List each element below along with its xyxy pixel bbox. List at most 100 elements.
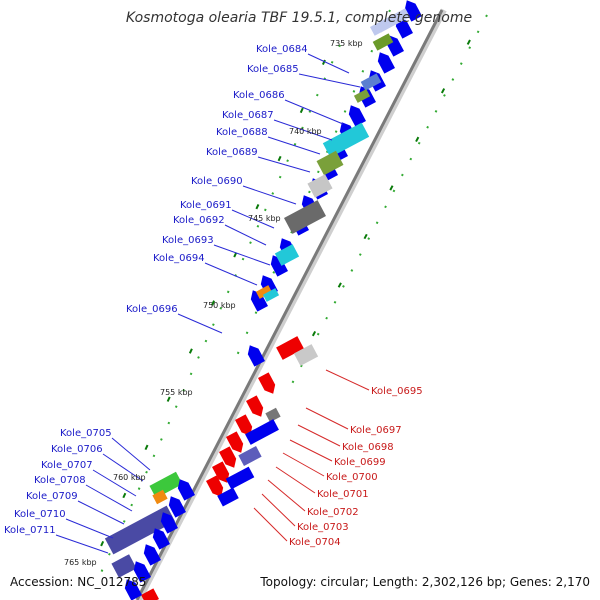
reverse-gene-label: Kole_0697: [350, 425, 402, 436]
leader-line-layer: [55, 53, 370, 554]
forward-gene-label: Kole_0689: [206, 147, 258, 158]
reverse-gene-leader: [282, 452, 325, 477]
forward-gene-leader: [111, 437, 151, 471]
forward-gene-leader: [307, 53, 350, 74]
gene-block-cyan: [274, 244, 300, 266]
forward-gene-arrow: [348, 105, 366, 127]
gene-block-blue: [245, 419, 279, 445]
gene-layer: [104, 0, 422, 600]
forward-gene-arrow: [152, 528, 170, 550]
gene-block-grey: [307, 174, 333, 198]
forward-gene-leader: [92, 469, 137, 497]
reverse-gene-label: Kole_0702: [307, 507, 359, 518]
kbp-label: 745 kbp: [248, 214, 281, 223]
forward-gene-label: Kole_0708: [34, 475, 86, 486]
gene-block-orange: [152, 489, 168, 505]
gene-block-indigo: [104, 505, 176, 555]
forward-gene-label: Kole_0688: [216, 127, 268, 138]
reverse-gene-leader: [267, 479, 306, 512]
forward-gene-arrow: [177, 479, 195, 501]
forward-gene-label: Kole_0711: [4, 525, 56, 536]
reverse-gene-leader: [325, 369, 370, 391]
forward-gene-leader: [257, 156, 311, 173]
forward-gene-label: Kole_0691: [180, 200, 232, 211]
gene-block-blue: [217, 487, 239, 507]
kbp-label: 765 kbp: [64, 558, 97, 567]
label-layer: 735 kbp 740 kbp 745 kbp 750 kbp 755 kbp 760 k…: [4, 39, 423, 567]
gene-block-olive: [316, 150, 344, 176]
forward-gene-leader: [231, 209, 275, 229]
gene-block-cyan: [262, 288, 280, 302]
reverse-gene-block: [276, 336, 304, 360]
kbp-label: 750 kbp: [203, 301, 236, 310]
reverse-gene-leader: [261, 493, 296, 527]
reverse-gene-leader: [305, 407, 349, 430]
tick-layer: [89, 9, 488, 576]
forward-gene-arrow: [143, 544, 161, 566]
forward-gene-leader: [102, 453, 144, 482]
forward-gene-label: Kole_0693: [162, 235, 214, 246]
backbone-layer: [135, 8, 447, 600]
forward-gene-arrow: [270, 255, 288, 277]
forward-gene-label: Kole_0710: [14, 509, 66, 520]
reverse-gene-block: [141, 588, 159, 600]
forward-gene-label: Kole_0684: [256, 44, 308, 55]
accession-text: Accession: NC_012785: [10, 575, 146, 589]
kbp-label: 740 kbp: [289, 127, 322, 136]
forward-gene-arrow: [160, 512, 178, 534]
backbone-shadow: [136, 8, 447, 600]
reverse-gene-arrow: [219, 446, 237, 468]
forward-gene-leader: [298, 73, 361, 88]
reverse-gene-leader: [297, 424, 341, 447]
reverse-gene-arrow: [212, 461, 230, 483]
forward-gene-arrow: [377, 52, 395, 74]
forward-gene-label: Kole_0706: [51, 444, 103, 455]
forward-gene-label: Kole_0690: [191, 176, 243, 187]
reverse-gene-leader: [289, 439, 333, 462]
reverse-gene-arrow: [226, 431, 244, 453]
gene-block-steel: [360, 73, 382, 91]
forward-gene-label: Kole_0696: [126, 304, 178, 315]
forward-gene-leader: [177, 313, 223, 334]
forward-gene-arrow: [168, 496, 186, 518]
forward-gene-arrow: [133, 561, 151, 583]
gene-block-olive: [372, 33, 394, 51]
forward-gene-leader: [267, 136, 321, 155]
forward-gene-label: Kole_0692: [173, 215, 225, 226]
forward-gene-leader: [55, 534, 109, 554]
gene-block-green: [149, 471, 183, 499]
gene-block-blue: [225, 466, 255, 490]
forward-gene-leader: [224, 224, 267, 246]
forward-gene-label: Kole_0687: [222, 110, 274, 121]
outer-major-tick-track: [299, 39, 471, 361]
kbp-label: 755 kbp: [160, 388, 193, 397]
forward-gene-leader: [273, 119, 333, 141]
forward-gene-label: Kole_0686: [233, 90, 285, 101]
gene-block-indigo: [238, 446, 262, 466]
genome-backbone: [135, 9, 444, 600]
forward-gene-label: Kole_0709: [26, 491, 78, 502]
kbp-label: 735 kbp: [330, 39, 363, 48]
gene-block-darkgrey: [283, 200, 327, 234]
reverse-gene-label: Kole_0701: [317, 489, 369, 500]
forward-gene-leader: [213, 244, 271, 266]
reverse-gene-arrow: [258, 372, 276, 394]
reverse-gene-leader: [253, 507, 288, 542]
forward-gene-leader: [242, 185, 297, 205]
summary-text: Topology: circular; Length: 2,302,126 bp…: [259, 575, 590, 589]
reverse-gene-arrow: [235, 414, 253, 436]
forward-gene-label: Kole_0705: [60, 428, 112, 439]
kbp-label: 760 kbp: [113, 473, 146, 482]
inner-major-tick-track: [89, 59, 326, 571]
reverse-gene-label: Kole_0695: [371, 386, 423, 397]
forward-gene-leader: [204, 262, 258, 286]
forward-gene-arrow: [124, 579, 142, 600]
gene-block-grey: [293, 344, 319, 366]
reverse-gene-arrow: [246, 395, 264, 417]
forward-gene-label: Kole_0694: [153, 253, 205, 264]
reverse-gene-label: Kole_0704: [289, 537, 341, 548]
gene-block-lavender: [369, 8, 411, 36]
forward-gene-arrow: [395, 17, 413, 39]
